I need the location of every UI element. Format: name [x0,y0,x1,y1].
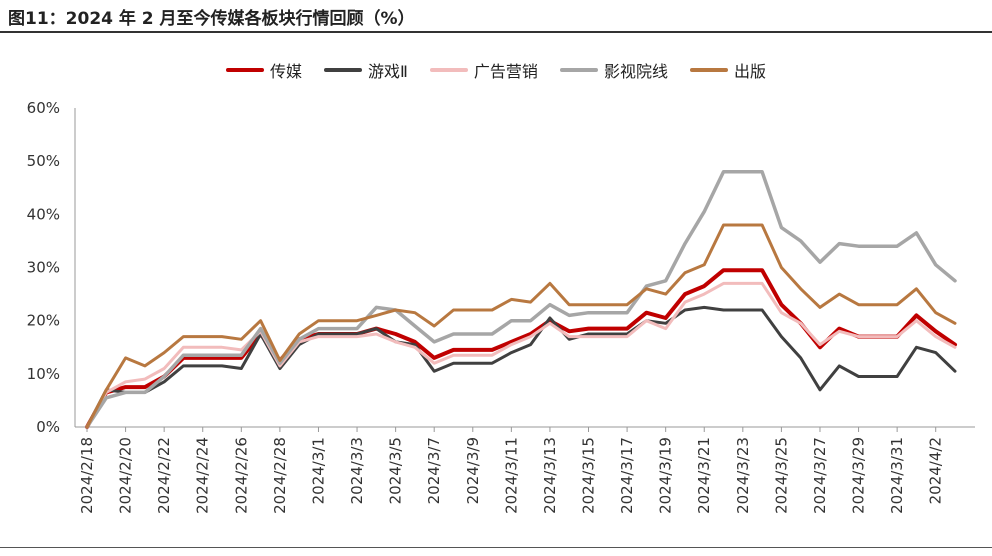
bottom-rule [0,547,992,548]
series-line-4 [85,170,957,429]
series-line-2 [85,305,957,429]
x-tick-label: 2024/3/1 [309,437,327,504]
y-tick-label: 40% [27,205,60,223]
y-tick-label: 0% [36,418,60,436]
legend-label: 出版 [733,62,766,81]
legend-swatch [689,68,728,72]
x-tick-label: 2024/2/26 [232,437,250,514]
x-tick-label: 2024/3/3 [348,437,366,504]
legend-swatch [429,68,468,72]
x-tick-label: 2024/3/11 [502,437,520,514]
x-tick-label: 2024/2/18 [78,437,96,514]
x-tick-label: 2024/3/15 [580,437,598,514]
x-tick-label: 2024/2/24 [194,437,212,514]
y-tick-label: 60% [27,99,60,117]
legend-label: 传媒 [270,62,303,81]
x-tick-label: 2024/3/9 [464,437,482,504]
legend-item: 传媒 [226,58,302,82]
figure-title: 图11：2024 年 2 月至今传媒各板块行情回顾（%） [8,9,415,29]
legend-swatch [559,68,598,72]
x-tick-label: 2024/4/2 [927,437,945,504]
x-tick-label: 2024/3/29 [850,437,868,514]
legend-item: 广告营销 [429,58,538,82]
title-rule [0,31,992,33]
y-tick-label: 30% [27,259,60,277]
y-tick-label: 50% [27,152,60,170]
legend-item: 游戏Ⅱ [324,58,408,82]
legend-label: 影视院线 [603,62,668,81]
legend-item: 出版 [689,58,766,82]
legend-swatch [226,68,265,72]
legend-label: 广告营销 [473,62,538,81]
y-tick-label: 10% [27,365,60,383]
x-tick-label: 2024/3/27 [811,437,829,514]
x-tick-label: 2024/3/13 [541,437,559,514]
x-tick-label: 2024/2/28 [271,437,289,514]
x-tick-label: 2024/3/25 [772,437,790,514]
x-tick-label: 2024/3/31 [888,437,906,514]
x-tick-label: 2024/3/5 [387,437,405,504]
chart-legend: 传媒 游戏Ⅱ 广告营销 影视院线 出版 [0,58,992,82]
series-line-5 [85,223,957,429]
x-tick-label: 2024/2/20 [117,437,135,514]
x-tick-label: 2024/3/7 [425,437,443,504]
legend-item: 影视院线 [559,58,668,82]
legend-swatch [324,68,363,72]
x-tick-label: 2024/2/22 [155,437,173,514]
legend-label: 游戏Ⅱ [368,62,408,81]
y-tick-label: 20% [27,312,60,330]
x-tick-label: 2024/3/19 [657,437,675,514]
series-line-3 [85,281,957,429]
x-tick-label: 2024/3/21 [695,437,713,514]
x-tick-label: 2024/3/23 [734,437,752,514]
x-tick-label: 2024/3/17 [618,437,636,514]
